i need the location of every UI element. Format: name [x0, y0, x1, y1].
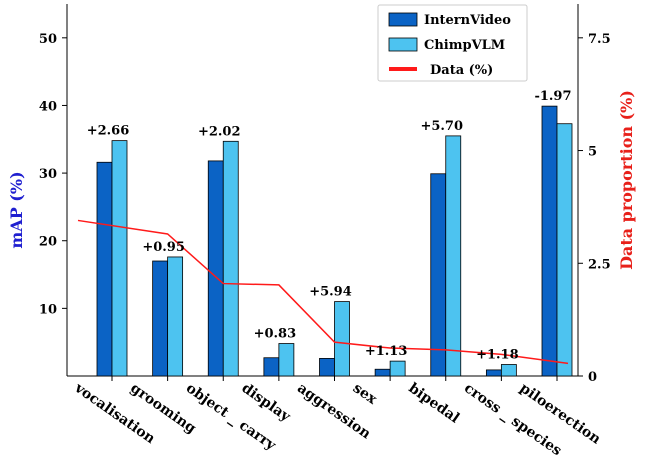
y-axis-label-left: mAP (%) [7, 171, 26, 248]
left-tick-label-1: 20 [39, 235, 57, 250]
left-tick-label-3: 40 [39, 99, 57, 114]
y-axis-label-right: Data proportion (%) [617, 90, 636, 270]
bar-internvideo-4 [319, 358, 335, 377]
bar-chimpvlm-8 [556, 123, 573, 377]
bar-chimpvlm-6 [445, 135, 462, 377]
x-tick-label-5: sex [350, 380, 380, 408]
legend-swatch-internvideo [388, 12, 418, 27]
bar-chimpvlm-5 [389, 360, 406, 377]
x-tick-label-7: cross _ species [461, 380, 564, 459]
right-tick-label-3: 7.5 [588, 32, 611, 47]
x-tick-label-6: bipedal [405, 380, 462, 426]
bar-internvideo-5 [374, 368, 391, 377]
legend-label-internvideo: InternVideo [424, 13, 511, 28]
right-tick-label-2: 5 [588, 145, 597, 160]
data-line [77, 219, 569, 365]
bar-internvideo-7 [485, 369, 502, 377]
bar-internvideo-3 [263, 357, 280, 377]
legend-swatch-chimpvlm [388, 37, 418, 52]
bar-internvideo-6 [430, 173, 447, 377]
bar-chimpvlm-2 [222, 140, 239, 377]
bar-internvideo-1 [152, 260, 169, 377]
annotation-4: +5.94 [309, 285, 352, 300]
left-tick-label-2: 30 [39, 167, 57, 182]
bar-internvideo-0 [96, 161, 113, 377]
bar-chimpvlm-1 [167, 256, 184, 377]
left-axis: 10 20 30 40 50 [39, 32, 67, 317]
bars [96, 105, 573, 377]
right-axis: 0 2.5 5 7.5 [578, 32, 611, 385]
left-tick-label-0: 10 [39, 302, 57, 317]
annotation-8: -1.97 [534, 89, 571, 104]
legend: InternVideo ChimpVLM Data (%) [377, 4, 528, 82]
right-tick-label-1: 2.5 [588, 257, 611, 272]
annotation-3: +0.83 [254, 327, 297, 342]
annotation-7: +1.18 [476, 348, 519, 363]
annotation-2: +2.02 [198, 124, 241, 139]
legend-label-chimpvlm: ChimpVLM [424, 38, 505, 53]
annotation-0: +2.66 [87, 124, 130, 139]
annotations: +2.66 +0.95 +2.02 +0.83 +5.94 +1.13 +5.70 +1.18… [87, 89, 572, 362]
bar-chimpvlm-3 [278, 343, 295, 377]
right-tick-label-0: 0 [588, 370, 597, 385]
annotation-1: +0.95 [142, 240, 185, 255]
bar-chimpvlm-4 [334, 301, 350, 377]
annotation-5: +1.13 [365, 344, 408, 359]
bar-internvideo-2 [207, 160, 224, 377]
bar-internvideo-8 [541, 105, 558, 377]
data-line-path [77, 219, 569, 365]
bar-chimpvlm-7 [500, 364, 517, 377]
bar-chimpvlm-0 [111, 140, 128, 377]
legend-label-data: Data (%) [430, 63, 493, 78]
annotation-6: +5.70 [420, 119, 463, 134]
left-tick-label-4: 50 [39, 32, 57, 47]
